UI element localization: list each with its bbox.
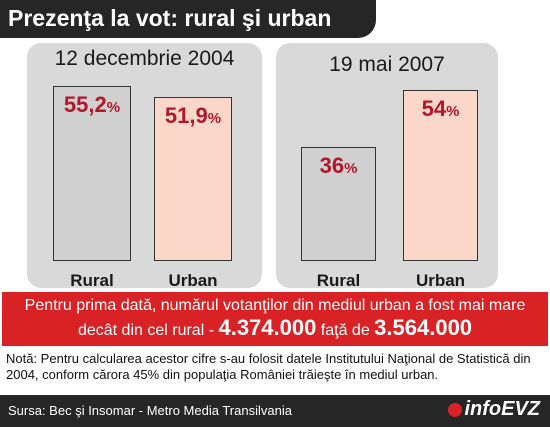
- source-text: Sursa: Bec şi Insomar - Metro Media Tran…: [8, 403, 292, 418]
- bar-rural: [301, 147, 376, 261]
- bar-rural: [53, 86, 131, 261]
- callout-line-1: Pentru prima dată, numărul votanţilor di…: [24, 297, 526, 314]
- infoevz-logo: infoEVZ: [448, 398, 540, 424]
- callout-prefix: decât din cel rural -: [77, 322, 219, 339]
- bar-value-percent: %: [344, 160, 358, 177]
- rural-voters-value: 3.564.000: [374, 315, 473, 340]
- category-label-rural: Rural: [316, 271, 361, 290]
- bar-value-percent: %: [106, 99, 121, 116]
- chart-title: 12 decembrie 2004: [54, 47, 235, 70]
- bar-value-label: 36%: [301, 153, 376, 179]
- callout-box: Pentru prima dată, numărul votanţilor di…: [2, 292, 548, 346]
- category-label-rural: Rural: [70, 271, 114, 290]
- red-dot-icon: [448, 402, 463, 417]
- chart-title: 19 mai 2007: [329, 53, 445, 76]
- page-title: Prezenţa la vot: rural şi urban: [8, 5, 332, 31]
- logo-text: infoEVZ: [464, 398, 540, 420]
- bar-value-number: 55,2: [63, 92, 107, 117]
- footnote: Notă: Pentru calcularea acestor cifre s-…: [6, 351, 531, 382]
- bar-value-number: 54: [421, 96, 447, 121]
- bar-value-label: 54%: [403, 96, 478, 122]
- chart-panel-2007: 19 mai 2007 36% Rural 54% Urban: [276, 43, 498, 290]
- callout-line-2: decât din cel rural - 4.374.000 faţă de …: [2, 315, 548, 341]
- title-bar: Prezenţa la vot: rural şi urban: [0, 0, 376, 38]
- bar-value-percent: %: [207, 110, 222, 127]
- urban-voters-value: 4.374.000: [218, 315, 317, 340]
- bar-value-label: 55,2%: [53, 92, 131, 118]
- bar-value-label: 51,9%: [154, 103, 232, 129]
- bar-urban: [403, 90, 478, 261]
- bar-urban: [154, 97, 232, 261]
- chart-panel-2004: 12 decembrie 2004 55,2% Rural 51,9% Urban: [27, 43, 262, 290]
- bar-value-percent: %: [446, 103, 460, 120]
- callout-mid: faţă de: [316, 322, 375, 339]
- category-label-urban: Urban: [168, 271, 218, 290]
- bar-value-number: 51,9: [164, 103, 208, 128]
- footer-bar: Sursa: Bec şi Insomar - Metro Media Tran…: [0, 395, 550, 427]
- bar-value-number: 36: [319, 153, 345, 178]
- category-label-urban: Urban: [415, 271, 466, 290]
